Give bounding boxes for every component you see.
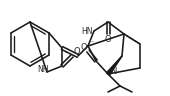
- Text: ···: ···: [64, 50, 69, 55]
- Text: O: O: [105, 34, 111, 43]
- Text: NH: NH: [37, 65, 49, 74]
- Text: N: N: [110, 67, 116, 77]
- Text: HN: HN: [81, 26, 93, 36]
- Polygon shape: [106, 56, 122, 75]
- Text: ···: ···: [90, 39, 95, 44]
- Text: O: O: [74, 48, 80, 57]
- Text: O: O: [81, 43, 87, 51]
